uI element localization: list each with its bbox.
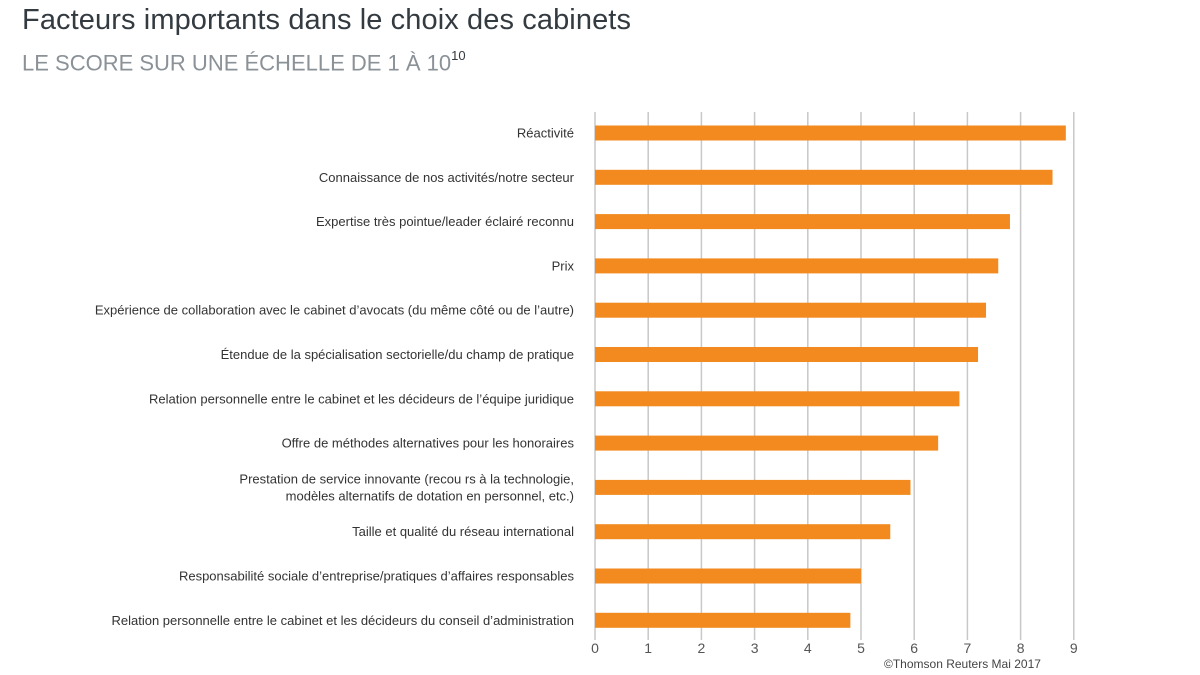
- category-label: Offre de méthodes alternatives pour les …: [282, 436, 575, 451]
- category-label: Prestation de service innovante (recou r…: [239, 471, 574, 486]
- category-label: Expertise très pointue/leader éclairé re…: [316, 214, 574, 229]
- source-credit: ©Thomson Reuters Mai 2017: [884, 657, 1041, 671]
- category-label: Réactivité: [517, 126, 574, 141]
- bar: [595, 479, 911, 495]
- chart-subtitle: LE SCORE SUR UNE ÉCHELLE DE 1 À 1010: [22, 48, 466, 76]
- x-tick-label: 3: [751, 640, 759, 656]
- subtitle-text: LE SCORE SUR UNE ÉCHELLE DE 1 À 10: [22, 50, 452, 76]
- x-tick-label: 6: [910, 640, 918, 656]
- bar: [595, 125, 1066, 141]
- x-tick-label: 4: [804, 640, 812, 656]
- x-tick-label: 5: [857, 640, 865, 656]
- category-label: Taille et qualité du réseau internationa…: [352, 524, 574, 539]
- category-label: modèles alternatifs de dotation en perso…: [286, 488, 574, 503]
- category-label: Connaissance de nos activités/notre sect…: [319, 170, 575, 185]
- bar: [595, 214, 1010, 230]
- x-tick-label: 2: [698, 640, 706, 656]
- x-tick-label: 1: [644, 640, 652, 656]
- bar: [595, 302, 987, 318]
- bar: [595, 169, 1053, 185]
- chart-title: Facteurs importants dans le choix des ca…: [22, 4, 632, 36]
- x-tick-label: 7: [964, 640, 972, 656]
- bar: [595, 612, 851, 628]
- bar: [595, 435, 939, 451]
- bar: [595, 258, 999, 274]
- x-tick-label: 8: [1017, 640, 1025, 656]
- bar: [595, 347, 979, 362]
- bar: [595, 391, 960, 407]
- subtitle-superscript: 10: [451, 48, 466, 63]
- category-label: Responsabilité sociale d’entreprise/prat…: [179, 569, 575, 584]
- bar: [595, 524, 891, 540]
- category-label: Relation personnelle entre le cabinet et…: [149, 391, 574, 406]
- x-tick-label: 0: [591, 640, 599, 656]
- bar: [595, 568, 861, 584]
- category-label: Expérience de collaboration avec le cabi…: [95, 303, 574, 318]
- x-tick-label: 9: [1070, 640, 1078, 656]
- category-label: Relation personnelle entre le cabinet et…: [112, 613, 575, 628]
- category-label: Prix: [552, 258, 575, 273]
- category-label: Étendue de la spécialisation sectorielle…: [221, 347, 574, 362]
